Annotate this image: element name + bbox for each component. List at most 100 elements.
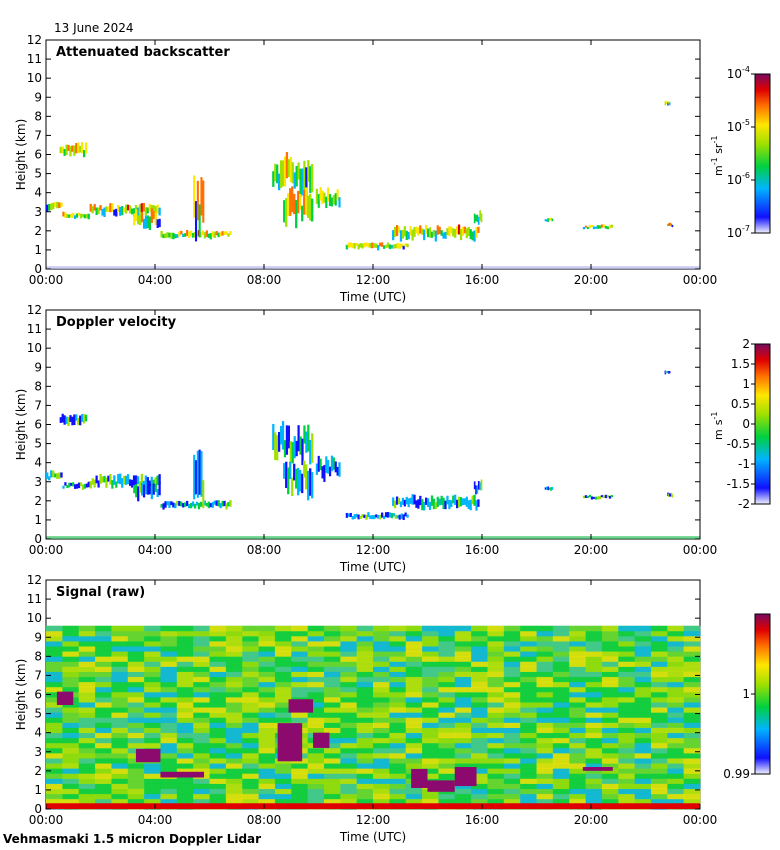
signal-cell [340, 758, 358, 764]
signal-cell [389, 753, 407, 759]
signal-cell [340, 737, 358, 744]
signal-cell [601, 758, 619, 764]
signal-cell [487, 707, 505, 713]
cloud-echo [436, 225, 439, 235]
signal-cell [683, 783, 701, 790]
signal-cell [46, 697, 63, 703]
cloud-echo [89, 481, 92, 489]
cloud-echo [191, 232, 195, 238]
signal-cell [422, 630, 439, 637]
y-tick-label: 9 [34, 630, 42, 644]
y-tick-label: 12 [27, 303, 42, 317]
cloud-echo [115, 208, 118, 217]
signal-cell [258, 666, 276, 672]
cloud-echo [670, 223, 672, 226]
signal-cell [585, 686, 603, 693]
signal-cell [46, 727, 63, 734]
signal-cell [242, 661, 259, 667]
signal-cell [618, 686, 635, 693]
signal-cell [291, 676, 308, 683]
cloud-echo [390, 513, 394, 519]
signal-cell [46, 635, 63, 642]
signal-cell [209, 712, 227, 718]
signal-cell [634, 783, 652, 790]
signal-cell [242, 747, 259, 754]
signal-cell [291, 666, 308, 672]
signal-cell [323, 798, 341, 805]
cloud-echo [63, 148, 66, 156]
signal-cell [373, 758, 390, 764]
signal-cell [62, 763, 80, 769]
signal-cell [46, 793, 63, 800]
signal-cell [520, 656, 537, 662]
cloud-echo [293, 172, 296, 189]
signal-cell [487, 656, 505, 662]
signal-cell [536, 763, 554, 769]
signal-cell [618, 651, 635, 657]
signal-cell [552, 691, 570, 698]
signal-cell [62, 661, 80, 667]
signal-cell [323, 681, 341, 688]
cloud-echo [386, 242, 390, 248]
cloud-echo [375, 514, 378, 518]
signal-cell [536, 768, 554, 774]
cloud-echo [146, 480, 150, 495]
signal-cell [242, 727, 259, 734]
cloud-echo [471, 231, 474, 241]
signal-cell [569, 783, 586, 790]
signal-cell [618, 783, 635, 790]
signal-cell [242, 671, 259, 678]
signal-cell [258, 712, 276, 718]
signal-cell [111, 697, 129, 703]
cloud-echo [85, 213, 88, 219]
signal-cell [552, 712, 570, 718]
cloud-echo [457, 224, 461, 235]
cloud-echo [301, 205, 304, 222]
signal-cell [683, 676, 701, 683]
signal-cell [225, 758, 243, 764]
y-tick-label: 7 [34, 668, 42, 682]
signal-cell [373, 646, 390, 652]
signal-cell [389, 656, 407, 662]
signal-cell [634, 788, 652, 795]
signal-cell [193, 742, 210, 749]
signal-cell [438, 717, 456, 723]
cloud-echo [287, 193, 290, 217]
cloud-echo [317, 193, 320, 208]
signal-cell [471, 763, 488, 769]
signal-cell [340, 641, 358, 647]
signal-cell [650, 793, 668, 800]
signal-cell [242, 763, 259, 769]
signal-cell [536, 681, 554, 688]
plot-area [45, 309, 701, 540]
signal-cell [225, 773, 243, 779]
signal-cell [552, 793, 570, 800]
signal-cell [601, 666, 619, 672]
signal-cell [340, 732, 358, 739]
signal-cell [471, 707, 488, 713]
signal-cell [667, 656, 685, 662]
signal-cell [422, 773, 439, 779]
cloud-echo [544, 487, 547, 490]
y-axis-label: Height (km) [14, 659, 28, 730]
signal-cell [569, 778, 586, 784]
signal-cell [291, 656, 308, 662]
signal-cell [127, 768, 145, 774]
signal-cell [471, 773, 488, 779]
signal-cell [634, 773, 652, 779]
signal-cell [487, 676, 505, 683]
cloud-echo [394, 226, 397, 237]
signal-cell [225, 798, 243, 805]
colorbar [754, 343, 771, 505]
signal-cell [111, 722, 129, 728]
signal-cell [454, 788, 472, 795]
signal-cell [111, 783, 129, 790]
signal-cell [62, 793, 80, 800]
signal-cell [95, 753, 112, 759]
cloud-echo [664, 370, 666, 375]
cloud-echo [392, 230, 395, 241]
cloud-echo [353, 514, 356, 519]
cloud-echo [405, 230, 408, 241]
cloud-echo [477, 216, 480, 225]
cloud-echo [79, 415, 82, 426]
